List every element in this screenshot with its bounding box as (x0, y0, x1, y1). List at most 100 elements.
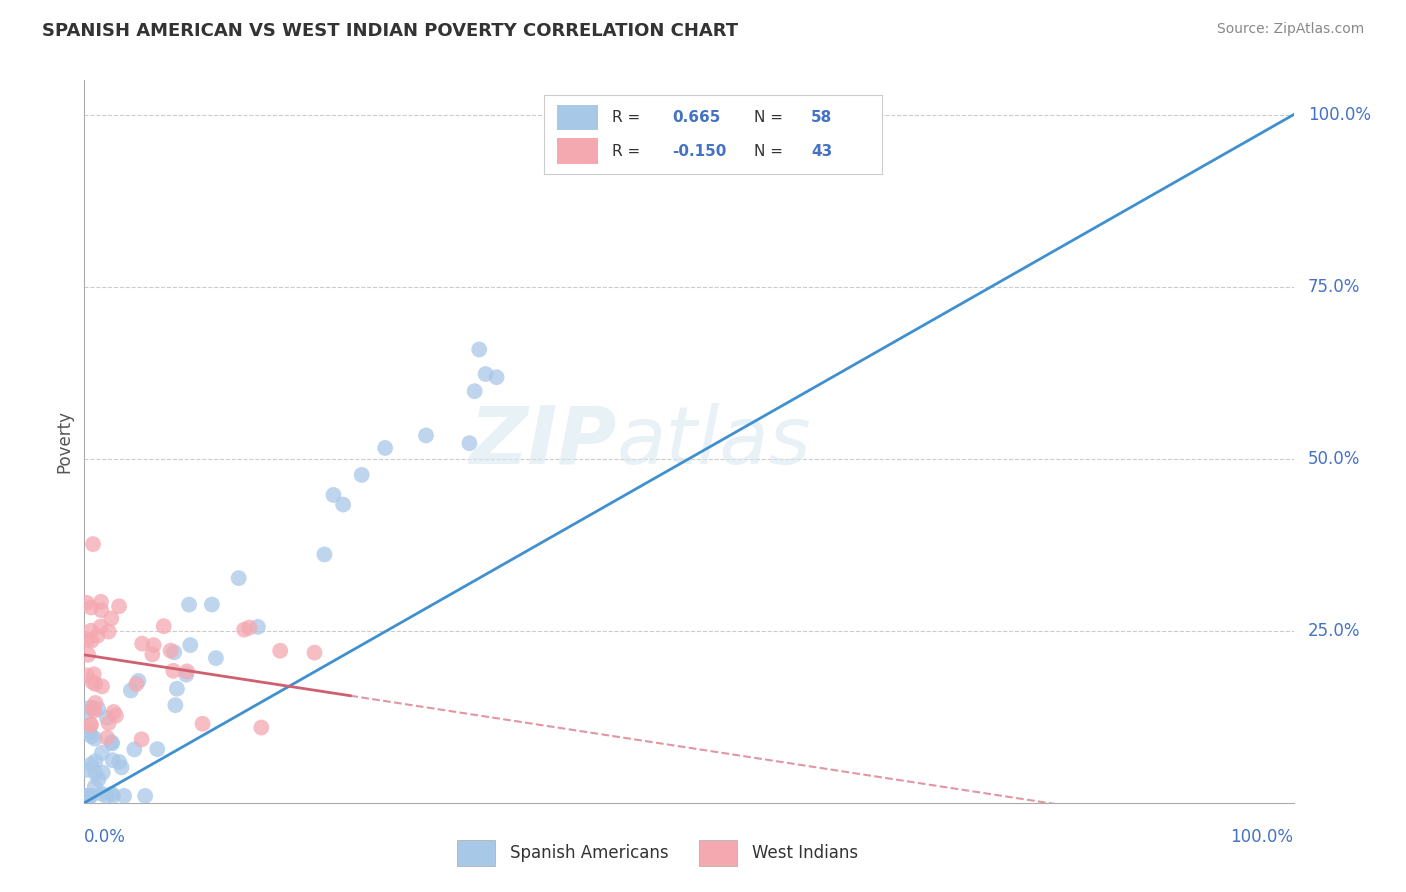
Point (79, 725, 101, 739)
Point (90, 620, 112, 634)
Point (233, 623, 256, 637)
Text: 0.0%: 0.0% (84, 828, 127, 847)
Text: Source: ZipAtlas.com: Source: ZipAtlas.com (1216, 22, 1364, 37)
Text: atlas: atlas (616, 402, 811, 481)
Text: ZIP: ZIP (470, 402, 616, 481)
Point (80, 633, 103, 648)
Point (83, 667, 105, 681)
Point (246, 620, 269, 634)
Point (90, 787, 112, 801)
Point (322, 488, 344, 502)
Point (101, 736, 124, 750)
Point (80, 757, 103, 772)
Point (152, 619, 174, 633)
Point (83, 704, 105, 718)
Point (101, 787, 124, 801)
Point (350, 467, 373, 482)
Point (332, 498, 354, 512)
Point (76, 789, 98, 803)
Point (90, 746, 112, 760)
Point (131, 732, 153, 747)
Point (100, 611, 122, 625)
Point (82, 537, 104, 551)
Point (87, 772, 110, 787)
Point (101, 789, 124, 803)
Point (84, 677, 107, 691)
Point (374, 441, 396, 455)
Point (159, 643, 181, 657)
Point (84, 765, 107, 780)
Point (79, 789, 101, 803)
Point (86, 629, 108, 643)
Point (96, 731, 118, 745)
Point (179, 638, 201, 652)
Point (108, 599, 131, 614)
Point (97, 716, 120, 731)
Point (91, 680, 114, 694)
Point (120, 683, 142, 698)
Point (100, 735, 122, 749)
Point (76, 668, 98, 682)
Point (142, 638, 165, 652)
Point (415, 428, 437, 442)
Point (474, 367, 496, 381)
Point (76, 706, 98, 720)
Point (76, 596, 98, 610)
Point (83, 780, 105, 794)
Point (90, 595, 112, 609)
Y-axis label: Poverty: Poverty (55, 410, 73, 473)
Point (101, 753, 124, 767)
Point (96, 789, 118, 803)
Point (77, 648, 100, 662)
Text: SPANISH AMERICAN VS WEST INDIAN POVERTY CORRELATION CHART: SPANISH AMERICAN VS WEST INDIAN POVERTY … (42, 22, 738, 40)
Point (201, 598, 224, 612)
Point (97, 624, 120, 639)
Point (77, 789, 100, 803)
Point (314, 548, 336, 562)
Point (104, 708, 127, 723)
Point (125, 677, 148, 691)
Point (80, 717, 103, 731)
Point (176, 665, 198, 679)
Point (80, 624, 103, 638)
Point (205, 651, 228, 665)
Point (134, 789, 156, 803)
Point (177, 598, 200, 612)
Point (162, 664, 184, 678)
Point (80, 730, 103, 744)
Point (76, 789, 98, 803)
Point (468, 343, 491, 357)
Point (79, 789, 101, 803)
Point (131, 637, 153, 651)
Point (82, 675, 104, 690)
Point (141, 648, 163, 662)
Point (84, 754, 107, 768)
Text: 100.0%: 100.0% (1230, 828, 1294, 847)
Point (87, 702, 110, 716)
Point (96, 711, 118, 725)
Text: 50.0%: 50.0% (1308, 450, 1361, 467)
Point (76, 632, 98, 647)
Point (174, 667, 197, 681)
Point (163, 645, 186, 659)
Point (76, 763, 98, 777)
Point (103, 705, 125, 719)
Point (83, 731, 105, 746)
Point (82, 701, 104, 715)
Point (191, 716, 214, 731)
Point (79, 700, 101, 714)
Point (112, 789, 135, 803)
Point (464, 384, 486, 399)
Point (127, 673, 149, 688)
Point (108, 755, 131, 769)
Point (228, 571, 250, 585)
Text: 25.0%: 25.0% (1308, 622, 1361, 640)
Point (80, 600, 103, 615)
Point (84, 696, 107, 710)
Point (304, 646, 326, 660)
Point (146, 742, 169, 756)
Point (458, 436, 481, 450)
Point (485, 370, 508, 384)
Point (79, 718, 101, 732)
Point (238, 621, 260, 635)
